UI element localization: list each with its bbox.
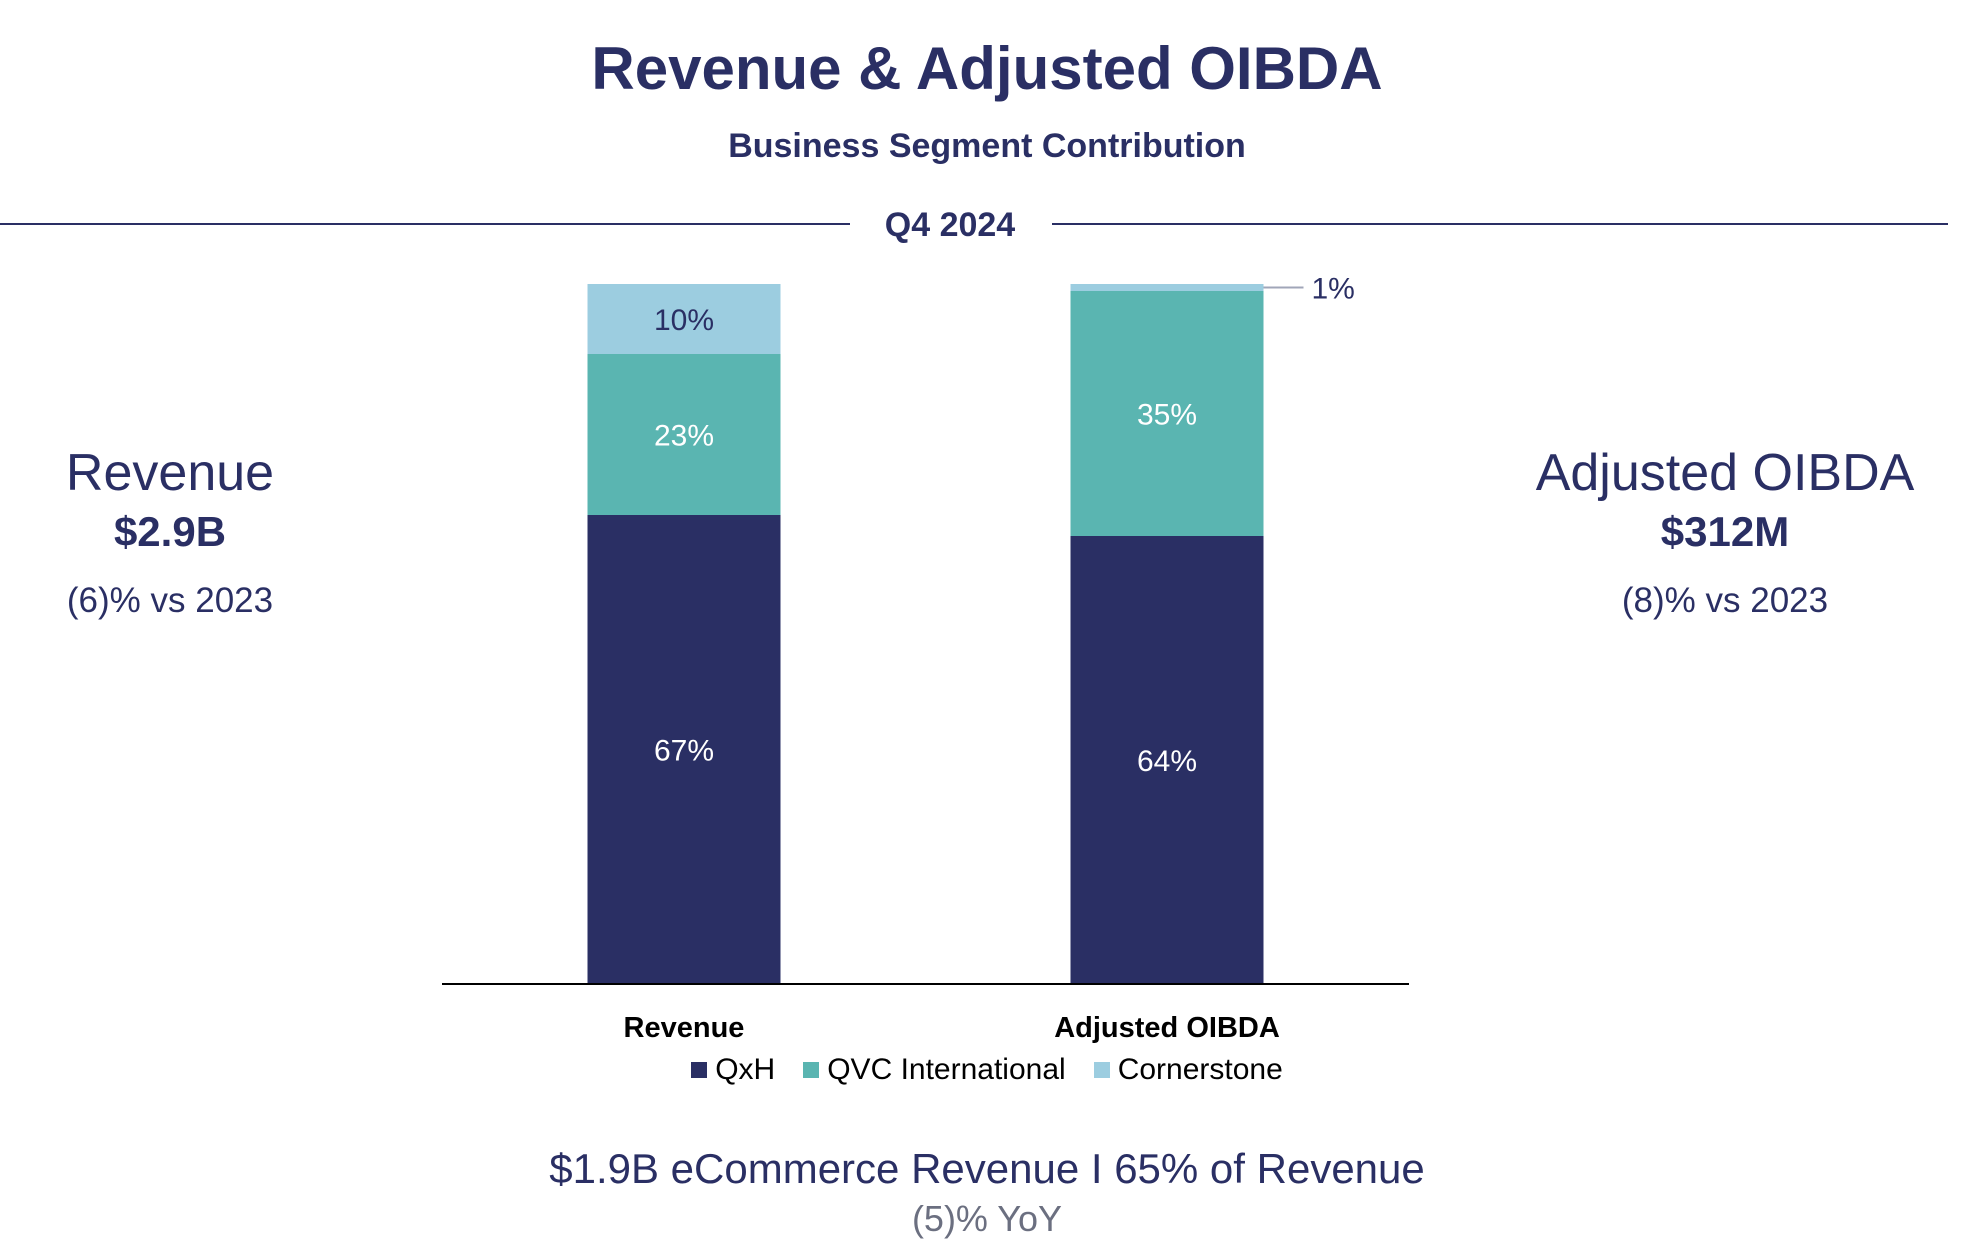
category-label-adjusted-oibda: Adjusted OIBDA	[1054, 1012, 1280, 1044]
legend-swatch-qvc-international	[803, 1062, 820, 1078]
legend-swatch-cornerstone	[1093, 1062, 1110, 1078]
bar-segment-adjusted-oibda-qxh	[1070, 536, 1264, 984]
page-title: Revenue & Adjusted OIBDA	[591, 35, 1383, 102]
bar-segment-revenue-cornerstone	[587, 284, 781, 354]
divider-right	[1052, 223, 1948, 225]
bar-segment-revenue-qvc-international	[587, 354, 781, 515]
data-label-adjusted-oibda-qxh: 64%	[1137, 745, 1197, 778]
legend-label-qvc-international: QVC International	[827, 1053, 1066, 1086]
revenue-panel-title: Revenue	[65, 444, 275, 502]
data-label-adjusted-oibda-cornerstone: 1%	[1312, 273, 1355, 306]
ecommerce-yoy: (5)% YoY	[911, 1198, 1063, 1239]
legend-item-qxh: QxH	[691, 1053, 775, 1087]
category-label-revenue: Revenue	[624, 1012, 745, 1044]
legend-item-cornerstone: Cornerstone	[1093, 1053, 1283, 1087]
ecommerce-summary: $1.9B eCommerce Revenue I 65% of Revenue	[549, 1145, 1425, 1192]
revenue-panel-change: (6)% vs 2023	[66, 581, 274, 620]
legend-item-qvc-international: QVC International	[803, 1053, 1066, 1087]
legend-label-cornerstone: Cornerstone	[1117, 1053, 1283, 1086]
oibda-panel-value: $312M	[1660, 508, 1790, 555]
oibda-panel-change: (8)% vs 2023	[1621, 581, 1829, 620]
period-label: Q4 2024	[884, 206, 1016, 244]
legend-swatch-qxh	[691, 1062, 708, 1078]
bar-segment-adjusted-oibda-qvc-international	[1070, 291, 1264, 536]
data-label-revenue-cornerstone: 10%	[654, 304, 714, 337]
data-label-revenue-qxh: 67%	[654, 735, 714, 768]
page-subtitle: Business Segment Contribution	[728, 127, 1246, 165]
oibda-panel-title: Adjusted OIBDA	[1535, 444, 1915, 502]
data-label-adjusted-oibda-qvc-international: 35%	[1137, 399, 1197, 432]
bar-segment-revenue-qxh	[587, 515, 781, 984]
revenue-panel-value: $2.9B	[113, 508, 227, 555]
chart-legend: QxH QVC International Cornerstone	[0, 1053, 1974, 1087]
data-label-revenue-qvc-international: 23%	[654, 420, 714, 453]
divider-left	[0, 223, 850, 225]
legend-label-qxh: QxH	[715, 1053, 776, 1086]
bar-segment-adjusted-oibda-cornerstone	[1070, 284, 1264, 291]
